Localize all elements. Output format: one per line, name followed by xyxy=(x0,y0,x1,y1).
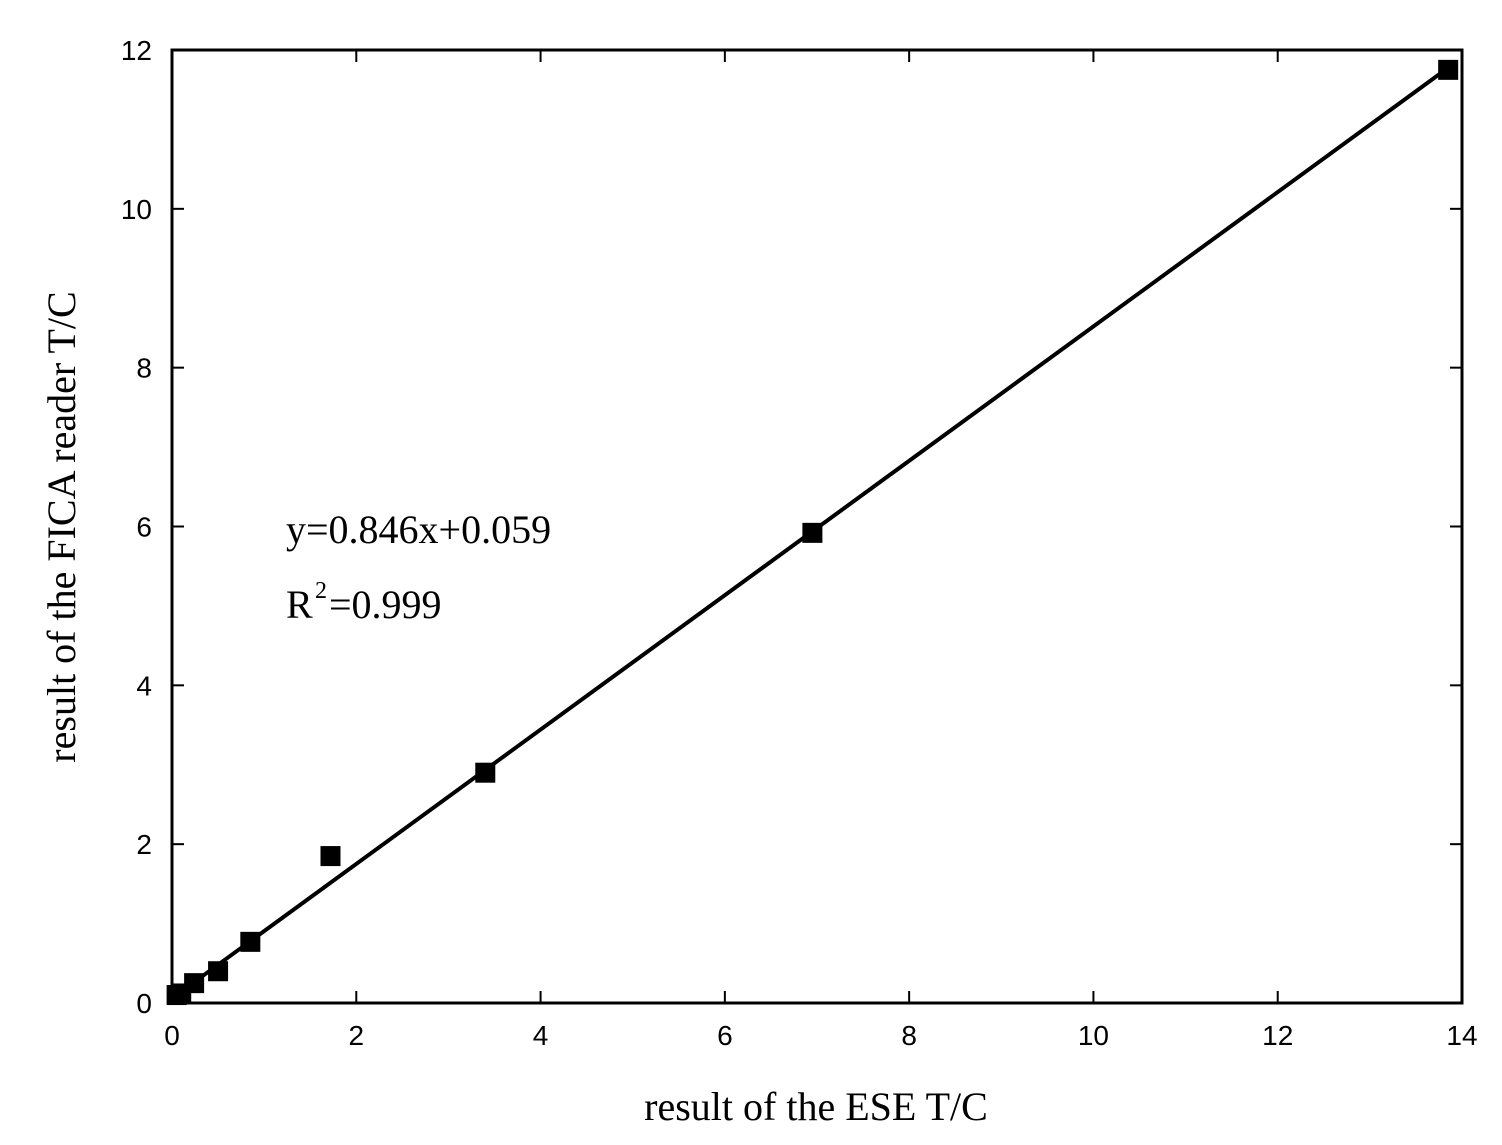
y-tick-label: 0 xyxy=(136,988,152,1019)
y-tick-label: 6 xyxy=(136,512,152,543)
data-points-layer xyxy=(166,59,1459,1006)
data-point xyxy=(475,762,496,783)
r-squared-value: =0.999 xyxy=(329,582,442,627)
x-tick-label: 8 xyxy=(901,1020,917,1051)
data-point xyxy=(208,961,229,982)
x-tick-label: 14 xyxy=(1446,1020,1477,1051)
r-squared-superscript: 2 xyxy=(315,578,327,604)
x-tick-label: 12 xyxy=(1262,1020,1293,1051)
ticks-layer: 0 2 4 6 8 10 12 14 0 2 4 6 8 10 12 xyxy=(121,35,1478,1051)
data-point xyxy=(1438,59,1459,80)
data-point xyxy=(320,846,341,867)
r-squared-prefix: R xyxy=(286,582,313,627)
x-tick-label: 4 xyxy=(533,1020,549,1051)
y-tick-label: 4 xyxy=(136,670,152,701)
y-axis-title: result of the FICA reader T/C xyxy=(39,291,84,762)
y-tick-label: 8 xyxy=(136,353,152,384)
data-point xyxy=(802,522,823,543)
plot-frame xyxy=(170,48,1464,1005)
regression-equation: y=0.846x+0.059 xyxy=(286,507,551,552)
y-tick-label: 2 xyxy=(136,829,152,860)
y-tick-label: 12 xyxy=(121,35,152,66)
x-tick-label: 6 xyxy=(717,1020,733,1051)
y-tick-label: 10 xyxy=(121,194,152,225)
data-point xyxy=(240,931,261,952)
x-tick-label: 10 xyxy=(1078,1020,1109,1051)
x-tick-label: 0 xyxy=(164,1020,180,1051)
data-point xyxy=(184,973,205,994)
x-axis-title: result of the ESE T/C xyxy=(644,1084,988,1129)
x-tick-label: 2 xyxy=(348,1020,364,1051)
r-squared-label: R xyxy=(286,582,313,627)
